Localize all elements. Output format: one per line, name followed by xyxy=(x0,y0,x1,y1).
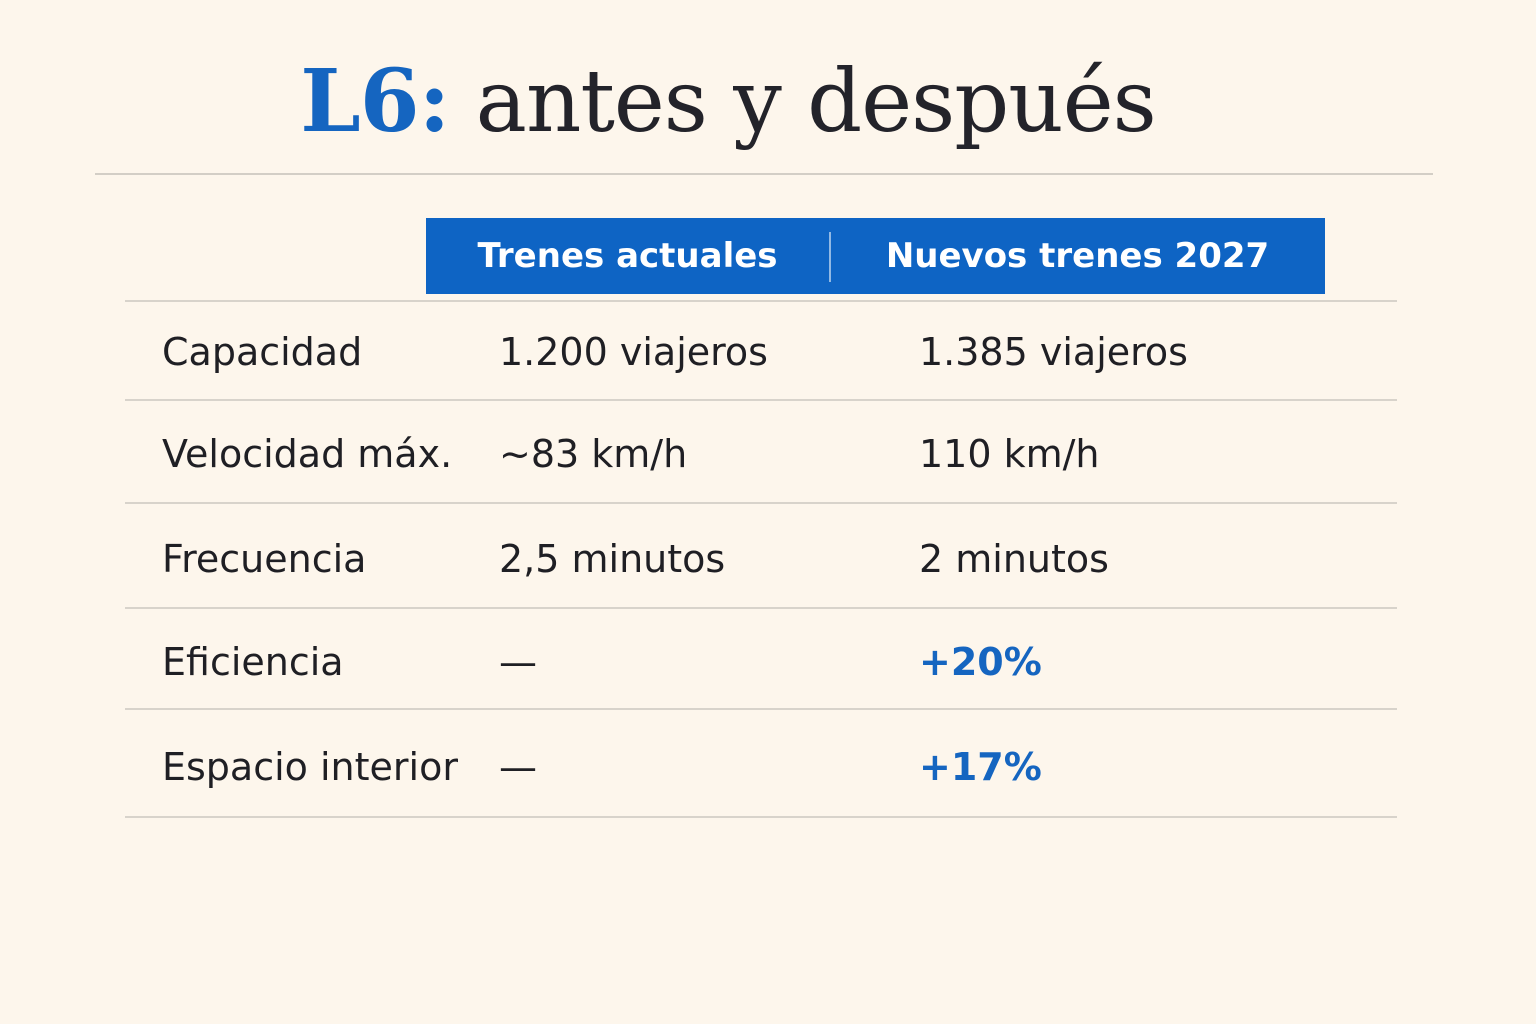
table-header: Trenes actuales Nuevos trenes 2027 xyxy=(426,218,1325,294)
row-future-value: +20% xyxy=(919,640,1042,684)
table-row: Eficiencia — +20% xyxy=(125,607,1397,709)
row-future-value: 2 minutos xyxy=(919,537,1109,581)
row-label: Espacio interior xyxy=(162,745,458,789)
row-future-value: 110 km/h xyxy=(919,432,1100,476)
header-current-trains: Trenes actuales xyxy=(477,236,778,276)
title-divider xyxy=(95,173,1433,175)
row-label: Capacidad xyxy=(162,330,363,374)
row-current-value: — xyxy=(499,640,537,684)
title-text: antes y después xyxy=(475,52,1157,152)
title-accent: L6: xyxy=(300,51,450,152)
row-future-value: +17% xyxy=(919,745,1042,789)
table-row: Espacio interior — +17% xyxy=(125,708,1397,817)
row-label: Eficiencia xyxy=(162,640,344,684)
page-title: L6: antes y después xyxy=(0,51,1456,153)
row-current-value: — xyxy=(499,745,537,789)
table-row: Frecuencia 2,5 minutos 2 minutos xyxy=(125,502,1397,608)
row-future-value: 1.385 viajeros xyxy=(919,330,1188,374)
row-current-value: ~83 km/h xyxy=(499,432,688,476)
header-new-trains: Nuevos trenes 2027 xyxy=(885,236,1270,276)
table-bottom-divider xyxy=(125,816,1397,818)
row-current-value: 2,5 minutos xyxy=(499,537,726,581)
row-label: Frecuencia xyxy=(162,537,367,581)
table-row: Capacidad 1.200 viajeros 1.385 viajeros xyxy=(125,300,1397,400)
row-current-value: 1.200 viajeros xyxy=(499,330,768,374)
header-divider xyxy=(829,232,831,282)
row-label: Velocidad máx. xyxy=(162,432,453,476)
table-row: Velocidad máx. ~83 km/h 110 km/h xyxy=(125,399,1397,503)
